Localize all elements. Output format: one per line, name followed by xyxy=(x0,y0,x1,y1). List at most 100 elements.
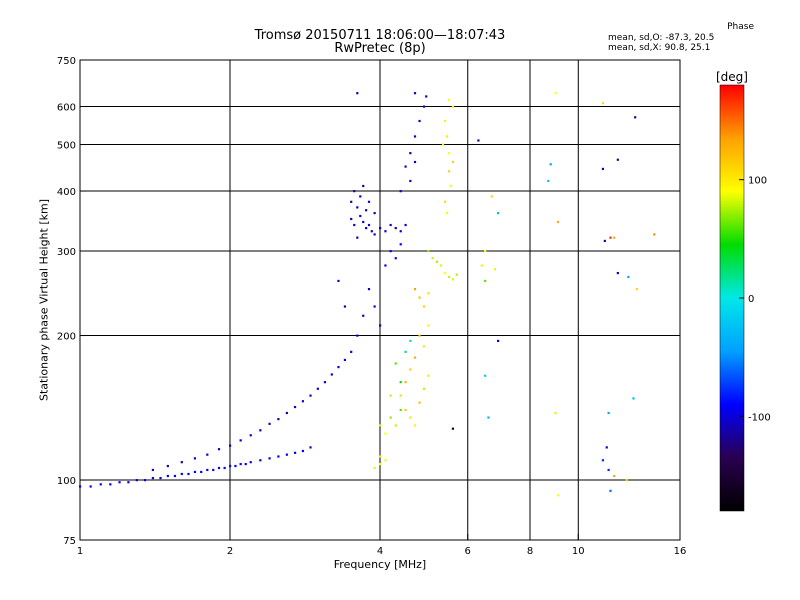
data-point xyxy=(379,424,382,427)
data-point xyxy=(409,416,412,419)
data-point xyxy=(447,170,451,173)
x-tick-label: 6 xyxy=(465,546,471,557)
data-point xyxy=(484,250,487,253)
data-point xyxy=(353,190,356,193)
data-point xyxy=(350,200,353,203)
data-point xyxy=(394,257,397,260)
data-point xyxy=(229,464,232,468)
data-point xyxy=(554,411,557,415)
x-axis-label: Frequency [MHz] xyxy=(333,558,427,571)
data-point xyxy=(625,479,628,482)
data-point xyxy=(268,457,271,460)
y-tick-label: 75 xyxy=(63,536,76,547)
data-point xyxy=(413,356,417,359)
data-point xyxy=(549,163,552,166)
data-point xyxy=(493,268,497,271)
data-point xyxy=(127,481,130,484)
data-point xyxy=(301,449,305,453)
data-point xyxy=(616,271,619,275)
data-point xyxy=(443,200,447,203)
data-point xyxy=(554,92,557,95)
data-point xyxy=(556,494,560,497)
data-point xyxy=(404,165,407,168)
data-point xyxy=(605,446,608,449)
data-point xyxy=(480,264,483,267)
chart-subtitle: RwPretec (8p) xyxy=(334,41,426,56)
data-point xyxy=(609,236,612,239)
data-point xyxy=(418,401,421,404)
data-point xyxy=(399,394,402,397)
data-point xyxy=(323,381,327,384)
data-point xyxy=(180,472,183,476)
data-point xyxy=(496,212,500,215)
data-point xyxy=(394,227,397,230)
data-point xyxy=(435,260,438,263)
colorbar-tick-label: -100 xyxy=(748,412,771,423)
data-point xyxy=(359,195,362,198)
data-point xyxy=(451,105,455,108)
data-point xyxy=(200,470,203,474)
x-tick-label: 1 xyxy=(77,546,83,557)
data-point xyxy=(99,483,102,486)
data-point xyxy=(365,209,368,212)
data-point xyxy=(389,223,392,227)
data-point xyxy=(449,184,453,188)
data-point xyxy=(173,474,177,478)
data-point xyxy=(353,223,356,227)
data-point xyxy=(613,236,616,239)
data-point xyxy=(79,485,82,488)
data-point xyxy=(217,466,221,470)
data-point xyxy=(277,418,280,421)
data-point xyxy=(413,135,417,138)
data-point xyxy=(451,427,455,430)
data-point xyxy=(653,233,656,236)
data-point xyxy=(394,362,397,365)
data-point xyxy=(451,160,455,164)
data-point xyxy=(447,152,451,155)
x-tick-label: 4 xyxy=(377,546,383,557)
y-tick-label: 200 xyxy=(57,332,76,343)
x-tick-label: 8 xyxy=(527,546,533,557)
data-point xyxy=(370,230,373,233)
colorbar-tick-label: 100 xyxy=(748,176,767,187)
data-point xyxy=(409,339,412,343)
data-point xyxy=(635,288,638,291)
data-point xyxy=(285,453,288,456)
data-point xyxy=(277,455,280,458)
data-point xyxy=(356,92,359,95)
data-point xyxy=(425,95,428,98)
data-point xyxy=(151,468,155,472)
data-point xyxy=(384,432,387,435)
data-point xyxy=(413,424,417,427)
data-point xyxy=(409,368,412,371)
data-point xyxy=(193,457,197,460)
data-point xyxy=(404,381,407,384)
data-point xyxy=(350,217,353,221)
phase-o-stats: mean, sd,O: -87.3, 20.5 xyxy=(608,33,715,43)
data-point xyxy=(356,206,359,209)
data-point xyxy=(443,271,447,275)
data-point xyxy=(206,468,209,472)
data-point xyxy=(118,481,121,484)
data-point xyxy=(547,179,550,183)
data-point xyxy=(409,179,412,183)
data-point xyxy=(330,373,333,376)
data-point xyxy=(159,476,162,480)
data-point xyxy=(609,489,612,492)
data-point xyxy=(316,387,319,390)
y-tick-label: 500 xyxy=(57,141,76,152)
data-point xyxy=(409,152,412,155)
colorbar-tick-label: 0 xyxy=(748,294,754,305)
data-point xyxy=(634,116,637,119)
y-axis-label: Stationary phase Virtual Height [km] xyxy=(37,198,51,402)
data-point xyxy=(362,220,365,224)
data-point xyxy=(607,411,610,415)
y-tick-label: 400 xyxy=(57,187,76,198)
data-point xyxy=(367,223,371,227)
data-point xyxy=(259,429,262,432)
data-point xyxy=(217,448,221,451)
data-point xyxy=(427,324,430,327)
data-point xyxy=(309,394,312,397)
data-point xyxy=(413,160,417,164)
